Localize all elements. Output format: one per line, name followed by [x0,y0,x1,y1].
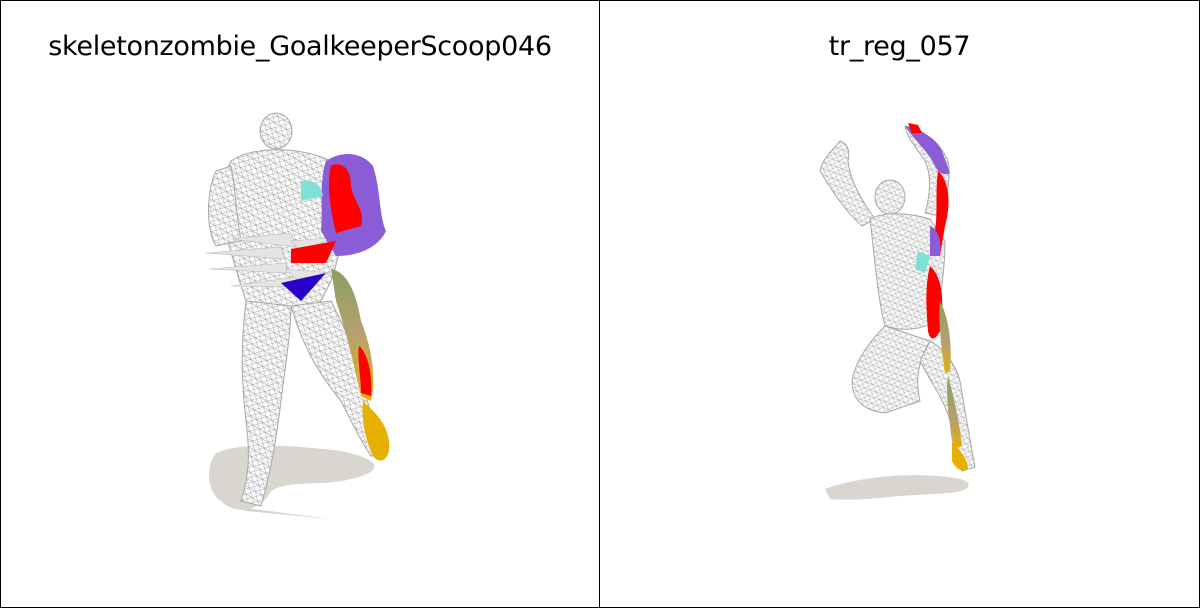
zombie-mesh-render [205,112,390,519]
zombie-spikes [205,232,337,288]
left-panel: skeletonzombie_GoalkeeperScoop046 [0,0,600,608]
right-panel: tr_reg_057 [599,0,1200,608]
right-panel-title: tr_reg_057 [828,31,971,62]
human-mesh-render [819,123,976,500]
human-body-wireframe [819,125,976,472]
human-colored-side [905,123,968,471]
left-panel-title: skeletonzombie_GoalkeeperScoop046 [48,31,552,62]
zombie-colored-side [281,154,390,461]
ground-shadow [825,475,969,500]
ground-shadow [209,445,375,510]
